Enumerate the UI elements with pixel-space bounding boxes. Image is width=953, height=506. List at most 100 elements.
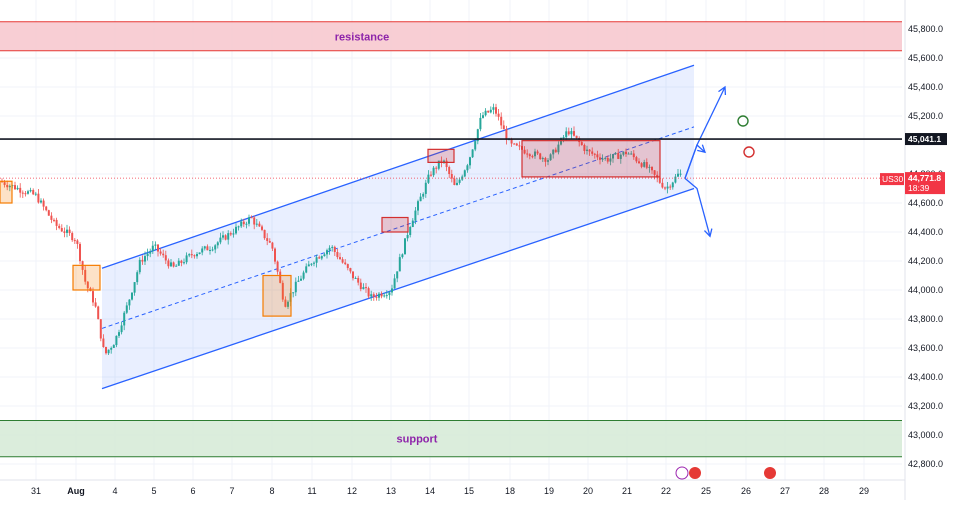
candle-body — [677, 173, 679, 177]
x-tick-label: Aug — [67, 486, 85, 496]
highlight-box-3 — [381, 216, 409, 233]
candle-body — [383, 295, 386, 297]
candle-body — [419, 196, 422, 202]
candle-body — [640, 163, 643, 167]
y-tick-label: 45,200.0 — [908, 111, 943, 121]
candle-body — [406, 234, 409, 239]
candle-body — [536, 151, 539, 154]
candle-body — [648, 166, 651, 168]
candle-body — [567, 131, 570, 135]
candle-body — [27, 191, 29, 194]
candle-body — [120, 325, 123, 333]
candle-body — [539, 153, 542, 160]
candle-body — [63, 231, 66, 233]
candle-body — [102, 338, 105, 347]
candle-body — [445, 160, 448, 168]
candle-body — [404, 238, 406, 255]
overlay — [0, 115, 902, 480]
candle-body — [274, 248, 276, 262]
x-tick-label: 6 — [190, 486, 195, 496]
candle-body — [565, 131, 568, 138]
symbol-tag[interactable] — [880, 173, 904, 186]
candle-body — [658, 177, 661, 183]
candle-body — [557, 144, 560, 153]
candle-body — [344, 262, 347, 265]
candle-body — [323, 254, 326, 257]
candle-body — [357, 277, 360, 283]
candle-body — [336, 252, 339, 258]
arrow-up-secondary — [684, 143, 706, 179]
candle-body — [606, 157, 609, 162]
candle-body — [76, 240, 79, 244]
candle-body — [549, 154, 552, 161]
candle-body — [448, 167, 451, 175]
y-tick-label: 44,400.0 — [908, 227, 943, 237]
x-tick-label: 18 — [505, 486, 515, 496]
candle-body — [268, 240, 271, 243]
candle-body — [593, 153, 596, 155]
candle-body — [414, 210, 417, 221]
candle-body — [118, 332, 120, 336]
candle-body — [307, 264, 310, 267]
candle-body — [630, 153, 633, 155]
candle-body — [14, 185, 16, 190]
green-circle-marker — [737, 115, 749, 127]
candle-body — [219, 237, 222, 243]
candle-body — [318, 257, 321, 259]
candle-body — [513, 143, 516, 145]
level-price-text: 45,041.1 — [908, 134, 941, 144]
candle-body — [570, 131, 573, 135]
candle-body — [128, 299, 131, 306]
candle-body — [391, 288, 393, 293]
candle-body — [94, 302, 97, 307]
candle-body — [453, 178, 456, 186]
candle-body — [601, 158, 604, 160]
candle-body — [190, 254, 193, 256]
candle-body — [42, 200, 45, 207]
candle-body — [266, 238, 269, 241]
candle-body — [326, 250, 328, 255]
candle-body — [8, 185, 11, 188]
x-tick-label: 21 — [622, 486, 632, 496]
candle-body — [669, 186, 672, 188]
candle-body — [458, 179, 461, 183]
candle-body — [331, 246, 334, 248]
candle-body — [575, 135, 578, 139]
candle-body — [450, 174, 453, 179]
event-icon-lightning[interactable] — [675, 466, 689, 480]
support-zone — [0, 420, 902, 457]
y-tick-label: 45,600.0 — [908, 53, 943, 63]
candle-body — [159, 251, 162, 254]
candle-body — [341, 259, 344, 263]
channel — [101, 64, 695, 390]
candles — [1, 103, 682, 356]
channel-upper-line — [101, 64, 695, 269]
x-tick-label: 5 — [151, 486, 156, 496]
candle-body — [3, 182, 6, 185]
arrow-up-primary-head — [718, 85, 727, 96]
candle-body — [443, 160, 445, 163]
candle-body — [201, 248, 204, 253]
event-icon-us-flag[interactable] — [689, 467, 701, 479]
candle-body — [674, 176, 677, 183]
y-tick-label: 45,400.0 — [908, 82, 943, 92]
y-axis[interactable]: 45,800.045,600.045,400.045,200.044,800.0… — [880, 0, 947, 500]
candle-body — [495, 107, 497, 114]
candle-body — [370, 294, 373, 297]
level-price-tag — [905, 133, 947, 146]
candle-body — [112, 345, 115, 348]
candle-body — [365, 287, 367, 289]
candle-body — [372, 294, 375, 297]
candle-body — [240, 221, 243, 227]
highlight-box-5 — [521, 140, 661, 178]
x-axis[interactable]: 31 Aug 4 5 6 7 8 11 12 13 14 15 18 19 20 21 22 25 26 27 28 29 — [0, 479, 905, 496]
candle-body — [435, 167, 438, 169]
candle-body — [560, 138, 562, 145]
candle-body — [333, 246, 336, 253]
event-icon-us-flag-2[interactable] — [764, 467, 776, 479]
x-tick-label: 25 — [701, 486, 711, 496]
candle-body — [492, 107, 495, 110]
candle-body — [297, 280, 300, 282]
candle-body — [164, 255, 167, 261]
